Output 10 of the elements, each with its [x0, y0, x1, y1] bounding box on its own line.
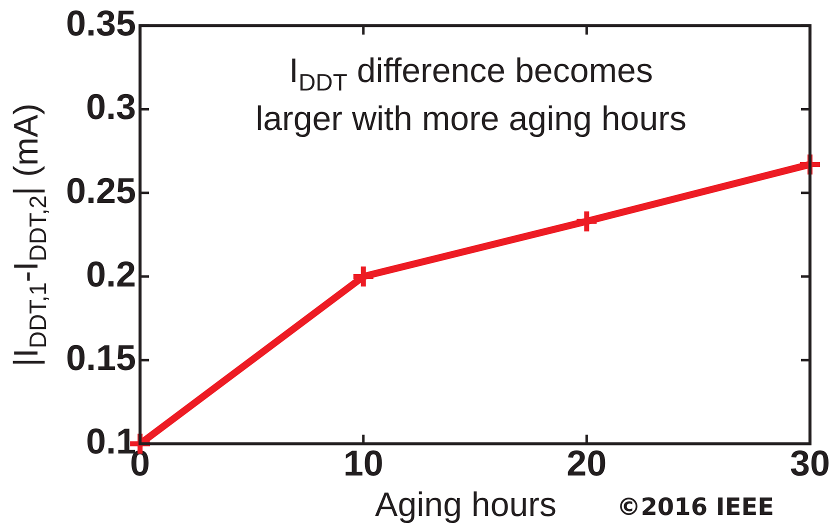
x-tick-label: 20 — [566, 442, 607, 484]
y-tick-label: 0.2 — [86, 253, 136, 294]
text: ©2016 IEEE — [616, 493, 774, 521]
x-axis-title: Aging hours — [375, 486, 556, 524]
x-tick-label: 10 — [343, 442, 384, 484]
annotation: I$_{DDT}$ difference becomes larger with more aging hours — [256, 50, 686, 140]
y-tick-label: 0.3 — [86, 86, 136, 128]
y-tick-label: 0.15 — [66, 337, 136, 378]
y-tick-label: 0.25 — [66, 170, 136, 211]
y-tick-label: 0.35 — [66, 2, 136, 44]
